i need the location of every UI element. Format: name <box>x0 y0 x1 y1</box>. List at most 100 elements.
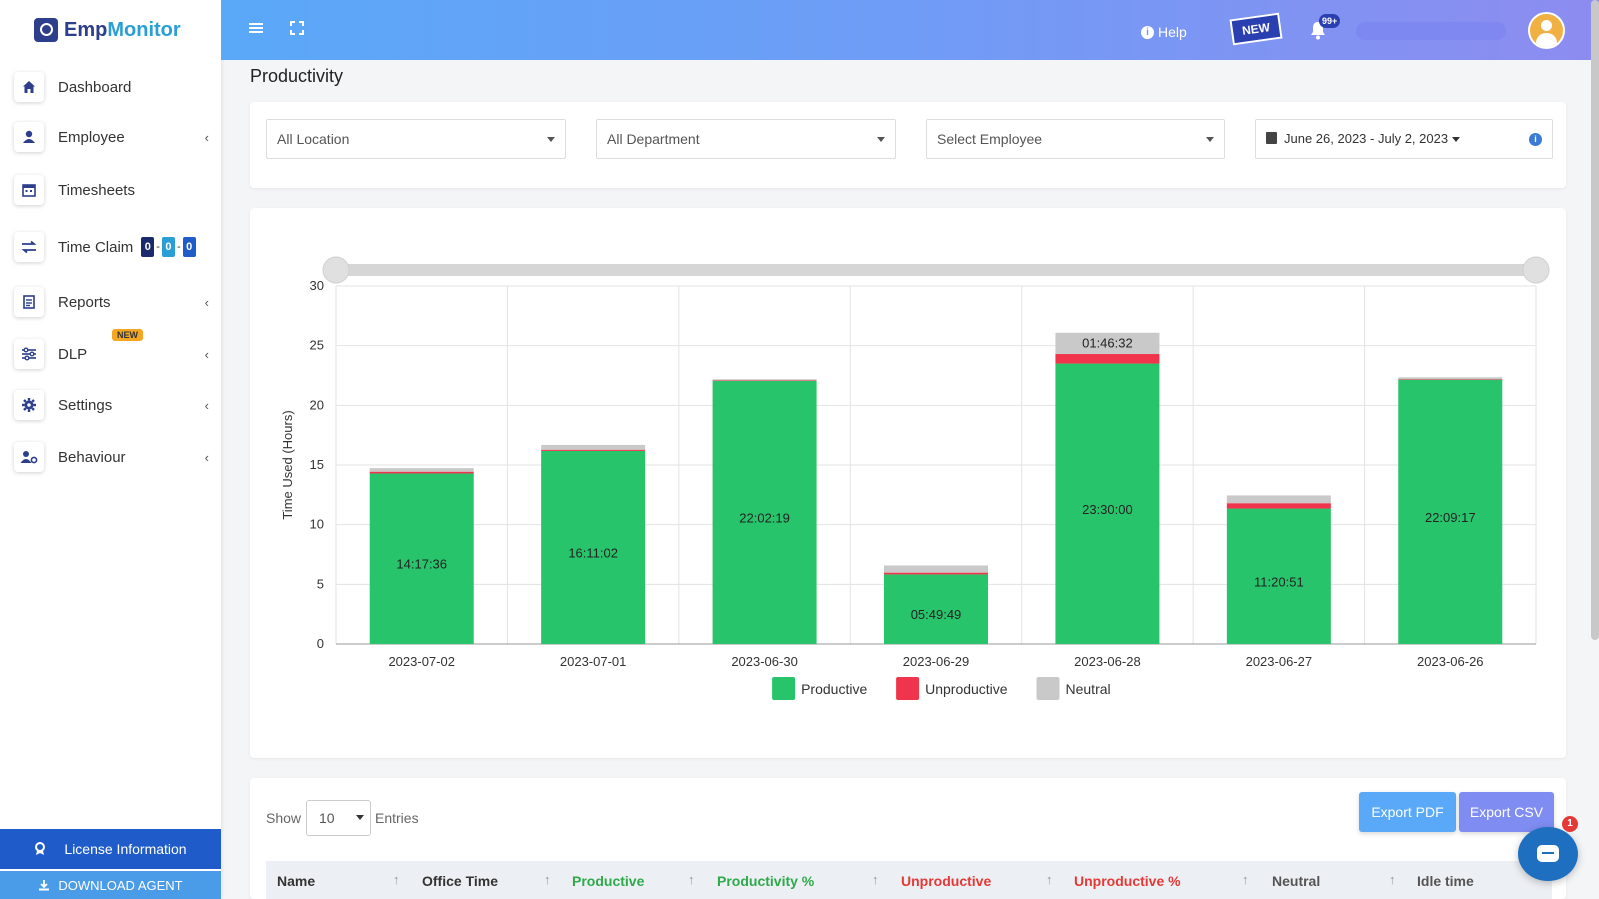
bar-data-label: 22:02:19 <box>739 510 790 525</box>
legend-swatch-neutral[interactable] <box>1036 677 1060 700</box>
bar-segment-unproductive <box>1398 379 1503 380</box>
legend-swatch-productive[interactable] <box>772 677 796 700</box>
bar-segment-neutral <box>884 565 988 573</box>
page-scrollbar[interactable] <box>1591 0 1599 640</box>
sort-icon[interactable]: ↑ <box>688 872 695 887</box>
sidebar-item-settings[interactable]: Settings ‹ <box>14 388 209 422</box>
bar-segment-productive <box>541 450 646 644</box>
chevron-left-icon: ‹ <box>204 397 209 413</box>
download-icon <box>39 880 50 891</box>
bar-segment-productive <box>369 473 474 644</box>
bar-data-label: 16:11:02 <box>568 545 618 560</box>
sidebar-item-employee[interactable]: Employee ‹ <box>14 120 209 154</box>
location-select[interactable]: All Location <box>266 119 566 159</box>
sort-icon[interactable]: ↑ <box>544 872 551 887</box>
user-avatar[interactable] <box>1528 12 1565 49</box>
location-value: All Location <box>277 131 350 147</box>
license-icon <box>35 842 46 855</box>
sidebar-item-dlp[interactable]: DLP NEW ‹ <box>14 329 209 371</box>
department-select[interactable]: All Department <box>596 119 896 159</box>
legend-label-unproductive[interactable]: Unproductive <box>925 681 1008 697</box>
legend-swatch-unproductive[interactable] <box>896 677 920 700</box>
date-range-picker[interactable]: June 26, 2023 - July 2, 2023 i <box>1255 119 1553 159</box>
column-header-idle-time[interactable]: Idle time <box>1417 873 1474 889</box>
export-pdf-button[interactable]: Export PDF <box>1359 792 1456 832</box>
sidebar-item-reports[interactable]: Reports ‹ <box>14 285 209 319</box>
bar-segment-neutral <box>1398 377 1503 380</box>
bar-data-label: 22:09:17 <box>1425 510 1476 525</box>
license-label: License Information <box>64 841 187 857</box>
logo-icon <box>34 18 58 42</box>
whats-new-badge[interactable]: NEW <box>1229 12 1283 46</box>
zoom-slider-track <box>336 264 1536 276</box>
bar-segment-unproductive <box>1055 354 1160 364</box>
chat-widget-button[interactable] <box>1518 827 1578 881</box>
calendar-icon <box>14 175 44 205</box>
sort-icon[interactable]: ↑ <box>1389 872 1396 887</box>
bar-data-label: 23:30:00 <box>1082 502 1133 517</box>
column-header-unproductive[interactable]: Unproductive <box>901 873 992 889</box>
new-badge-text: NEW <box>1241 20 1271 38</box>
bar-data-label: 05:49:49 <box>911 607 962 622</box>
time-claim-badge: 0 <box>182 237 196 257</box>
download-agent-button[interactable]: DOWNLOAD AGENT <box>0 871 221 899</box>
legend-label-productive[interactable]: Productive <box>801 681 867 697</box>
bar-segment-neutral <box>1055 332 1160 355</box>
user-name-redacted <box>1356 22 1506 40</box>
reports-icon <box>14 287 44 317</box>
entries-per-page-select[interactable]: 10 <box>306 800 371 836</box>
column-header-name[interactable]: Name <box>277 873 316 889</box>
column-header-productive[interactable]: Productive <box>572 873 645 889</box>
employee-select[interactable]: Select Employee <box>926 119 1225 159</box>
sidebar-item-label: Time Claim <box>58 238 134 256</box>
license-information-button[interactable]: License Information <box>0 829 221 869</box>
sidebar-item-label: Employee <box>58 128 125 146</box>
chevron-left-icon: ‹ <box>204 449 209 465</box>
bar-segment-productive <box>1226 508 1331 644</box>
table-header: Name ↑ Office Time ↑ Productive ↑ Produc… <box>266 861 1552 899</box>
bar-segment-neutral <box>541 444 646 450</box>
dlp-new-tag: NEW <box>112 329 143 341</box>
column-header-neutral[interactable]: Neutral <box>1272 873 1321 889</box>
bar-segment-neutral <box>1226 495 1331 504</box>
column-header-productivity-percent[interactable]: Productivity % <box>717 873 815 889</box>
time-claim-badge: 0 <box>141 237 155 257</box>
chat-icon <box>1537 845 1559 862</box>
export-pdf-label: Export PDF <box>1371 804 1444 820</box>
y-tick-label: 20 <box>310 397 324 412</box>
info-icon: i <box>1141 25 1154 39</box>
help-link[interactable]: i Help <box>1141 24 1187 40</box>
legend-label-neutral[interactable]: Neutral <box>1066 681 1111 697</box>
export-csv-button[interactable]: Export CSV <box>1459 792 1554 832</box>
x-tick-label: 2023-06-27 <box>1246 654 1313 669</box>
bar-data-label: 14:17:36 <box>396 557 447 572</box>
sort-icon[interactable]: ↑ <box>1046 872 1053 887</box>
chat-unread-badge: 1 <box>1562 816 1578 832</box>
export-csv-label: Export CSV <box>1469 804 1544 820</box>
sidebar-item-dashboard[interactable]: Dashboard <box>14 70 209 104</box>
app-logo[interactable]: EmpMonitor <box>0 0 221 60</box>
bar-segment-neutral <box>712 379 817 381</box>
y-tick-label: 10 <box>310 517 324 532</box>
employee-value: Select Employee <box>937 131 1043 147</box>
hamburger-menu-icon[interactable] <box>249 21 263 39</box>
y-tick-label: 15 <box>310 457 324 472</box>
column-header-unproductive-percent[interactable]: Unproductive % <box>1074 873 1181 889</box>
zoom-slider-handle-right[interactable] <box>1522 256 1550 284</box>
bar-segment-unproductive <box>712 380 817 381</box>
sidebar-item-label: Behaviour <box>58 448 126 466</box>
swap-icon <box>14 232 44 262</box>
column-header-office-time[interactable]: Office Time <box>422 873 498 889</box>
zoom-slider-handle-left[interactable] <box>322 256 350 284</box>
sidebar-item-timesheets[interactable]: Timesheets <box>14 173 209 207</box>
sidebar-item-behaviour[interactable]: Behaviour ‹ <box>14 440 209 474</box>
sort-icon[interactable]: ↑ <box>1242 872 1249 887</box>
info-icon[interactable]: i <box>1529 133 1542 146</box>
sidebar-item-time-claim[interactable]: Time Claim 0 - 0 - 0 <box>14 230 209 264</box>
fullscreen-icon[interactable] <box>290 21 304 40</box>
bar-segment-productive <box>1055 363 1160 644</box>
caret-down-icon <box>1206 137 1214 142</box>
sort-icon[interactable]: ↑ <box>393 872 400 887</box>
sort-icon[interactable]: ↑ <box>872 872 879 887</box>
x-tick-label: 2023-07-02 <box>388 654 455 669</box>
